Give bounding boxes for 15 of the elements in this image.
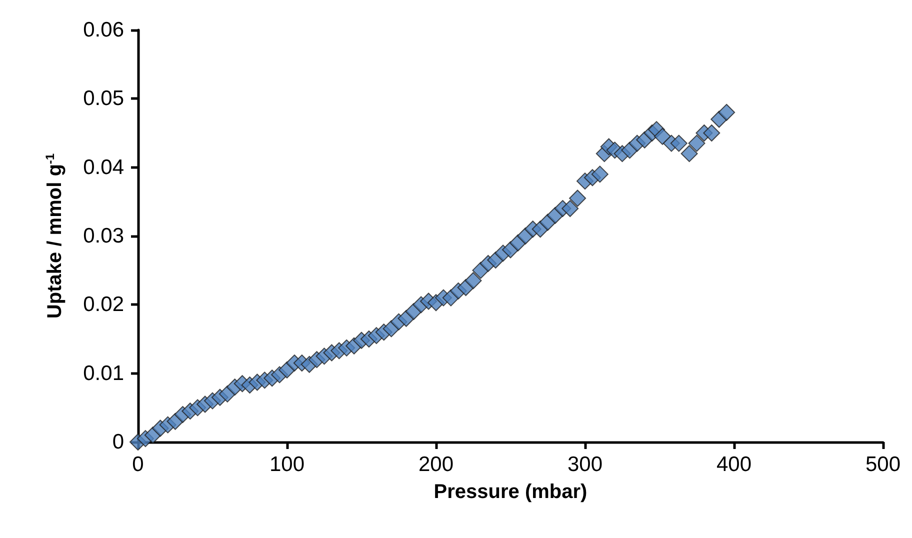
x-tick-label: 0 xyxy=(132,453,144,476)
x-tick-label: 500 xyxy=(865,453,901,476)
x-tick-label: 400 xyxy=(716,453,752,476)
y-tick-label: 0.02 xyxy=(83,293,124,316)
x-tick-label: 200 xyxy=(418,453,454,476)
y-tick-label: 0.06 xyxy=(83,18,124,42)
y-tick-label: 0.03 xyxy=(83,224,124,248)
x-tick-label: 300 xyxy=(567,453,603,476)
y-tick-label: 0.05 xyxy=(83,87,124,110)
y-axis-title: Uptake / mmol g-1 xyxy=(43,153,66,319)
y-tick-label: 0.04 xyxy=(83,156,124,179)
x-axis-title: Pressure (mbar) xyxy=(434,481,588,503)
y-tick-label: 0.01 xyxy=(83,362,124,385)
y-tick-label: 0 xyxy=(112,430,124,454)
x-tick-label: 100 xyxy=(269,453,305,476)
